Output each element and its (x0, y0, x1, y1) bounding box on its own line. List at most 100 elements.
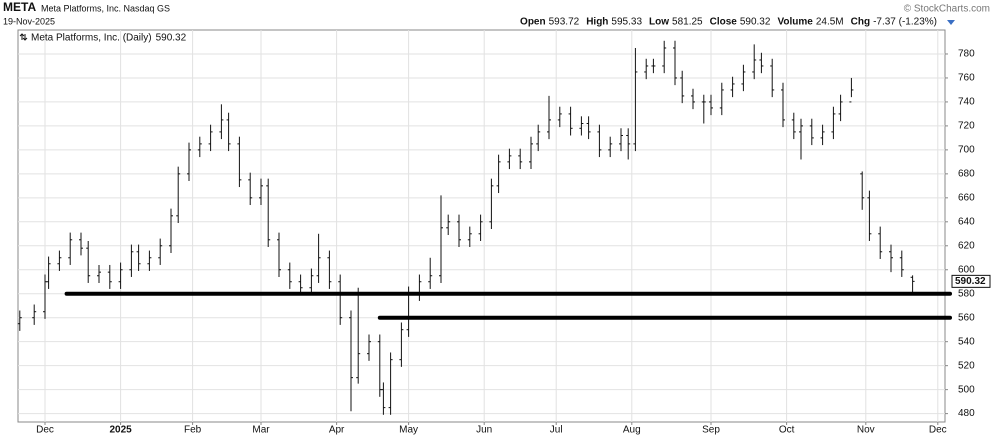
y-tick-label: 720 (958, 121, 975, 132)
stats: Open 593.72 High 595.33 Low 581.25 Close 590.32… (520, 17, 937, 28)
ohlc-bar (752, 44, 757, 80)
ohlc-bar (219, 104, 224, 140)
ohlc-bar (259, 178, 263, 206)
ohlc-bar (136, 244, 141, 271)
ohlc-bar (176, 166, 181, 224)
ohlc-bar (691, 88, 695, 110)
ohlc-bar (208, 124, 213, 152)
dropdown-icon[interactable] (947, 20, 955, 25)
ohlc-bar (428, 257, 433, 289)
ohlc-bar (809, 118, 814, 146)
stat-value: 24.5M (816, 17, 844, 28)
stat-label: Open (520, 17, 546, 28)
y-tick-label: 480 (958, 408, 975, 419)
x-tick-label: May (399, 425, 418, 436)
ohlc-bar (770, 58, 775, 98)
ohlc-bar (860, 171, 865, 210)
ohlc-bar (489, 178, 494, 229)
ohlc-bar (298, 274, 303, 295)
ohlc-bar (399, 322, 404, 367)
ohlc-bar (799, 118, 803, 160)
y-tick-label: 700 (958, 145, 975, 156)
ohlc-bar (619, 128, 623, 152)
ohlc-bar (496, 154, 501, 194)
date: 19-Nov-2025 (3, 16, 55, 26)
x-tick-label: Apr (329, 425, 345, 436)
ohlc-bar (187, 142, 191, 182)
ohlc-bar (507, 148, 512, 170)
y-tick-label: 540 (958, 336, 975, 347)
ohlc-bar (579, 116, 584, 136)
ohlc-bar (129, 244, 134, 277)
x-tick-label: Jun (476, 425, 492, 436)
ohlc-bar (107, 264, 112, 289)
x-tick-label: Aug (623, 425, 641, 436)
x-tick-label: Mar (252, 425, 270, 436)
ohlc-bar (277, 232, 281, 277)
ohlc-bar (568, 106, 573, 136)
subtitle: Meta Platforms, Inc. Nasdaq GS (41, 3, 170, 13)
ohlc-bar (17, 310, 22, 331)
y-tick-label: 520 (958, 360, 975, 371)
ohlc-bar (338, 274, 343, 325)
legend-icon (19, 33, 28, 41)
ohlc-bar (467, 226, 472, 247)
ohlc-bar (381, 382, 386, 415)
y-tick-label: 500 (958, 384, 975, 395)
last-price-box (951, 274, 991, 288)
legend-label: Meta Platforms, Inc. (Daily) (31, 33, 152, 44)
ohlc-bar (266, 178, 271, 247)
ohlc-bar (759, 52, 764, 74)
ohlc-bar (68, 232, 73, 265)
ohlc-bar (878, 226, 883, 259)
y-tick-label: 560 (958, 312, 975, 323)
ohlc-bar (662, 40, 667, 74)
ohlc-bar (478, 214, 483, 241)
x-tick-label: Sep (702, 425, 720, 436)
ohlc-bar (889, 244, 893, 273)
stat-label: Chg (851, 17, 870, 28)
ohlc-bar (197, 136, 202, 158)
ohlc-bar (730, 76, 735, 98)
stat-label: Close (710, 17, 738, 28)
ohlc-bar (46, 256, 51, 289)
ohlc-bar (820, 124, 825, 146)
ohlc-bar (899, 250, 904, 277)
ohlc-bar (457, 214, 461, 247)
ohlc-bar (547, 95, 551, 140)
stat-label: High (586, 17, 608, 28)
ohlc-bar (709, 94, 713, 116)
ohlc-bar (518, 148, 523, 170)
ohlc-bar (57, 250, 62, 271)
ohlc-bar (719, 82, 724, 116)
y-tick-label: 620 (958, 240, 975, 251)
ohlc-bar (867, 190, 872, 241)
ohlc-bar (97, 264, 101, 283)
ohlc-bar (237, 136, 242, 188)
ohlc-bar (356, 287, 361, 384)
ohlc-bar (32, 304, 37, 325)
ohlc-bar (316, 233, 321, 283)
ohlc-bar (701, 94, 706, 124)
x-tick-label: Oct (779, 425, 795, 436)
ohlc-bar (367, 334, 371, 361)
y-tick-label: 660 (958, 192, 975, 203)
stat-value: 593.72 (549, 17, 580, 28)
ohlc-bar (680, 70, 685, 104)
ohlc-bar (439, 195, 443, 283)
ohlc-bar (248, 172, 253, 206)
ohlc-bar (838, 94, 843, 122)
ohlc-bar (287, 262, 292, 289)
stat-value: 595.33 (611, 17, 642, 28)
ohlc-bar (651, 58, 656, 74)
x-tick-label: Feb (184, 425, 202, 436)
x-tick-label: Jul (550, 425, 563, 436)
ohlc-bar (86, 240, 91, 283)
y-tick-label: 600 (958, 264, 975, 275)
ohlc-bar (910, 275, 915, 293)
ohlc-bar (226, 112, 231, 152)
y-tick-label: 580 (958, 288, 975, 299)
legend-value: 590.32 (156, 33, 187, 44)
